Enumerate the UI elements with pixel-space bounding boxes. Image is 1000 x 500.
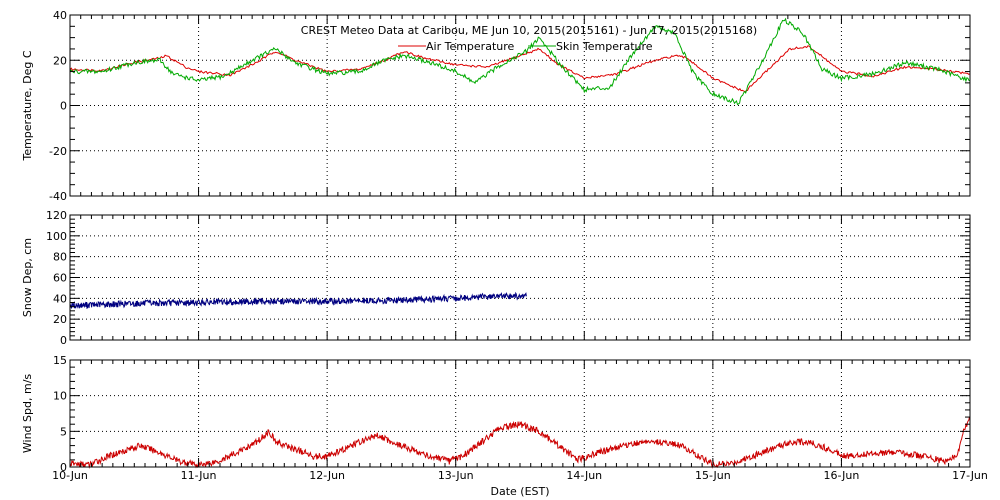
- legend-label: Air Temperature: [426, 40, 515, 53]
- y-axis-label: Wind Spd, m/s: [21, 374, 34, 454]
- y-tick-label: 20: [53, 54, 67, 67]
- chart-title: CREST Meteo Data at Caribou, ME Jun 10, …: [301, 24, 757, 37]
- y-axis-label: Snow Dep, cm: [21, 238, 34, 317]
- x-tick-label: 13-Jun: [438, 469, 474, 482]
- y-tick-label: 120: [46, 209, 67, 222]
- y-tick-label: 0: [60, 461, 67, 474]
- y-tick-label: 15: [53, 354, 67, 367]
- x-tick-label: 16-Jun: [824, 469, 860, 482]
- plot-area: -40 -20 0 20 40 Temperature, Deg C Air Tempera…: [21, 9, 988, 498]
- y-tick-label: 40: [53, 9, 67, 22]
- y-tick-label: 20: [53, 313, 67, 326]
- y-tick-label: 0: [60, 100, 67, 113]
- air-series-line: [69, 45, 971, 93]
- temperature-panel: -40 -20 0 20 40 Temperature, Deg C Air Tempera…: [21, 9, 971, 203]
- y-tick-label: -20: [49, 145, 67, 158]
- y-tick-label: 60: [53, 272, 67, 285]
- y-axis-label: Temperature, Deg C: [21, 50, 34, 161]
- x-tick-label: 12-Jun: [309, 469, 345, 482]
- wind-speed-panel: 0 5 10 15 Wind Spd, m/s: [21, 354, 971, 474]
- snow-series-line: [69, 291, 527, 310]
- y-tick-label: 100: [46, 230, 67, 243]
- skin-series-line: [69, 17, 971, 106]
- x-tick-label: 17-Jun: [952, 469, 988, 482]
- legend-label: Skin Temperature: [556, 40, 653, 53]
- x-tick-label: 10-Jun: [52, 469, 88, 482]
- snow-depth-panel: 0 20 40 60 80 100 120 Snow Dep, cm: [21, 209, 971, 347]
- x-tick-label: 14-Jun: [566, 469, 602, 482]
- wind-series-line: [69, 416, 971, 469]
- x-tick-label: 15-Jun: [695, 469, 731, 482]
- y-tick-label: 80: [53, 251, 67, 264]
- y-tick-label: 0: [60, 334, 67, 347]
- y-tick-label: 10: [53, 390, 67, 403]
- y-tick-label: -40: [49, 190, 67, 203]
- x-tick-label: 11-Jun: [181, 469, 217, 482]
- y-tick-label: 40: [53, 292, 67, 305]
- x-axis-label: Date (EST): [490, 485, 549, 498]
- y-tick-label: 5: [60, 425, 67, 438]
